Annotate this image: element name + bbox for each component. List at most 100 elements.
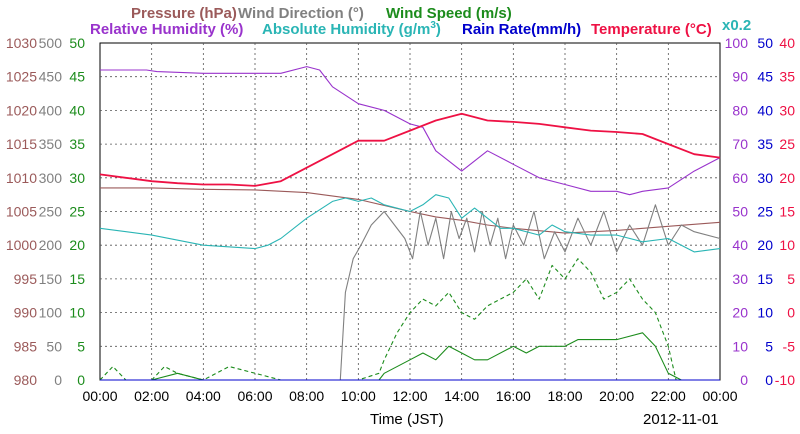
wind-direction-tick-label: 200 xyxy=(39,237,63,253)
x-tick-label: 22:00 xyxy=(651,388,686,404)
rain-rate-tick-label: 50 xyxy=(757,35,773,51)
rain-rate-tick-label: 25 xyxy=(757,204,773,220)
absolute-humidity-title-main: Absolute Humidity (g/m xyxy=(262,21,430,38)
pressure-tick-label: 980 xyxy=(14,372,38,388)
temperature-line xyxy=(99,112,721,187)
x-tick-label: 12:00 xyxy=(392,388,427,404)
absolute-humidity-factor: x0.2 xyxy=(722,17,751,34)
series-lines xyxy=(99,66,721,381)
wind-speed-tick-label: 40 xyxy=(69,102,85,118)
temperature-title: Temperature (°C) xyxy=(591,21,712,38)
pressure-line xyxy=(100,187,721,234)
pressure-tick-label: 1020 xyxy=(6,102,37,118)
relative-humidity-line xyxy=(100,66,721,196)
wind-direction-title: Wind Direction (°) xyxy=(238,5,364,22)
wind-direction-line xyxy=(339,204,721,381)
temperature-tick-label: 0 xyxy=(787,305,795,321)
rain-rate-tick-label: 5 xyxy=(765,338,773,354)
pressure-tick-label: 1010 xyxy=(6,170,37,186)
pressure-tick-label: 1025 xyxy=(6,69,37,85)
x-tick-label: 04:00 xyxy=(186,388,221,404)
relative-humidity-tick-label: 0 xyxy=(740,372,748,388)
x-tick-label: 02:00 xyxy=(134,388,169,404)
wind-speed-tick-label: 0 xyxy=(77,372,85,388)
pressure-tick-label: 1000 xyxy=(6,237,37,253)
relative-humidity-tick-label: 60 xyxy=(732,170,748,186)
wind-speed-tick-label: 25 xyxy=(69,204,85,220)
wind-speed-tick-label: 50 xyxy=(69,35,85,51)
x-tick-label: 06:00 xyxy=(237,388,272,404)
rain-rate-tick-label: 40 xyxy=(757,102,773,118)
absolute-humidity-title-sup: 3 xyxy=(430,20,436,31)
wind-speed-dashed-line xyxy=(99,258,720,381)
pressure-tick-label: 1005 xyxy=(6,204,37,220)
relative-humidity-tick-label: 50 xyxy=(732,204,748,220)
rain-rate-tick-label: 35 xyxy=(757,136,773,152)
wind-direction-tick-label: 150 xyxy=(39,271,63,287)
pressure-tick-label: 985 xyxy=(14,338,38,354)
relative-humidity-tick-label: 20 xyxy=(732,305,748,321)
wind-speed-tick-label: 5 xyxy=(77,338,85,354)
wind-direction-tick-label: 50 xyxy=(46,338,62,354)
pressure-tick-label: 1015 xyxy=(6,136,37,152)
rain-rate-tick-label: 10 xyxy=(757,305,773,321)
pressure-tick-label: 995 xyxy=(14,271,38,287)
rain-rate-tick-label: 15 xyxy=(757,271,773,287)
relative-humidity-tick-label: 80 xyxy=(732,102,748,118)
wind-direction-tick-label: 450 xyxy=(39,69,63,85)
wind-direction-tick-label: 350 xyxy=(39,136,63,152)
temperature-tick-label: 10 xyxy=(779,237,795,253)
rain-rate-tick-label: 0 xyxy=(765,372,773,388)
temperature-tick-label: 25 xyxy=(779,136,795,152)
temperature-tick-label: 5 xyxy=(787,271,795,287)
x-tick-label: 14:00 xyxy=(444,388,479,404)
pressure-tick-label: 1030 xyxy=(6,35,37,51)
chart-footer: Time (JST) 2012-11-01 xyxy=(370,411,719,428)
wind-direction-tick-label: 0 xyxy=(54,372,62,388)
x-tick-label: 10:00 xyxy=(341,388,376,404)
pressure-tick-label: 990 xyxy=(14,305,38,321)
temperature-tick-label: 40 xyxy=(779,35,795,51)
x-tick-label: 08:00 xyxy=(289,388,324,404)
relative-humidity-tick-label: 90 xyxy=(732,69,748,85)
absolute-humidity-title: Absolute Humidity (g/m3) xyxy=(262,20,441,38)
rain-rate-tick-label: 45 xyxy=(757,69,773,85)
x-axis-label: Time (JST) xyxy=(370,411,444,428)
y-axis-tick-labels: 1030102510201015101010051000995990985980… xyxy=(6,35,795,388)
wind-speed-tick-label: 15 xyxy=(69,271,85,287)
relative-humidity-title: Relative Humidity (%) xyxy=(90,21,243,38)
rain-rate-tick-label: 30 xyxy=(757,170,773,186)
temperature-tick-label: -10 xyxy=(775,372,795,388)
wind-direction-tick-label: 300 xyxy=(39,170,63,186)
wind-speed-tick-label: 35 xyxy=(69,136,85,152)
date-label: 2012-11-01 xyxy=(643,411,719,428)
x-tick-label: 00:00 xyxy=(82,388,117,404)
relative-humidity-tick-label: 70 xyxy=(732,136,748,152)
rain-rate-title: Rain Rate(mm/h) xyxy=(462,21,581,38)
wind-direction-tick-label: 250 xyxy=(39,204,63,220)
x-tick-label: 20:00 xyxy=(599,388,634,404)
wind-speed-title: Wind Speed (m/s) xyxy=(386,5,512,22)
wind-direction-tick-label: 500 xyxy=(39,35,63,51)
relative-humidity-tick-label: 10 xyxy=(732,338,748,354)
absolute-humidity-title-end: ) xyxy=(436,21,441,38)
relative-humidity-tick-label: 100 xyxy=(725,35,749,51)
relative-humidity-tick-label: 40 xyxy=(732,237,748,253)
absolute-humidity-line xyxy=(99,194,721,253)
temperature-tick-label: -5 xyxy=(783,338,796,354)
wind-speed-tick-label: 10 xyxy=(69,305,85,321)
relative-humidity-tick-label: 30 xyxy=(732,271,748,287)
wind-speed-tick-label: 20 xyxy=(69,237,85,253)
x-tick-label: 00:00 xyxy=(702,388,737,404)
x-tick-label: 16:00 xyxy=(496,388,531,404)
pressure-title: Pressure (hPa) xyxy=(131,5,237,22)
x-axis-tick-labels: 00:00 02:00 04:00 06:00 08:00 10:00 12:00 14:00… xyxy=(82,388,737,404)
temperature-tick-label: 15 xyxy=(779,204,795,220)
temperature-tick-label: 35 xyxy=(779,69,795,85)
rain-rate-tick-label: 20 xyxy=(757,237,773,253)
temperature-tick-label: 20 xyxy=(779,170,795,186)
wind-direction-tick-label: 100 xyxy=(39,305,63,321)
chart-header: Pressure (hPa) Wind Direction (°) Wind S… xyxy=(90,5,751,38)
wind-direction-tick-label: 400 xyxy=(39,102,63,118)
